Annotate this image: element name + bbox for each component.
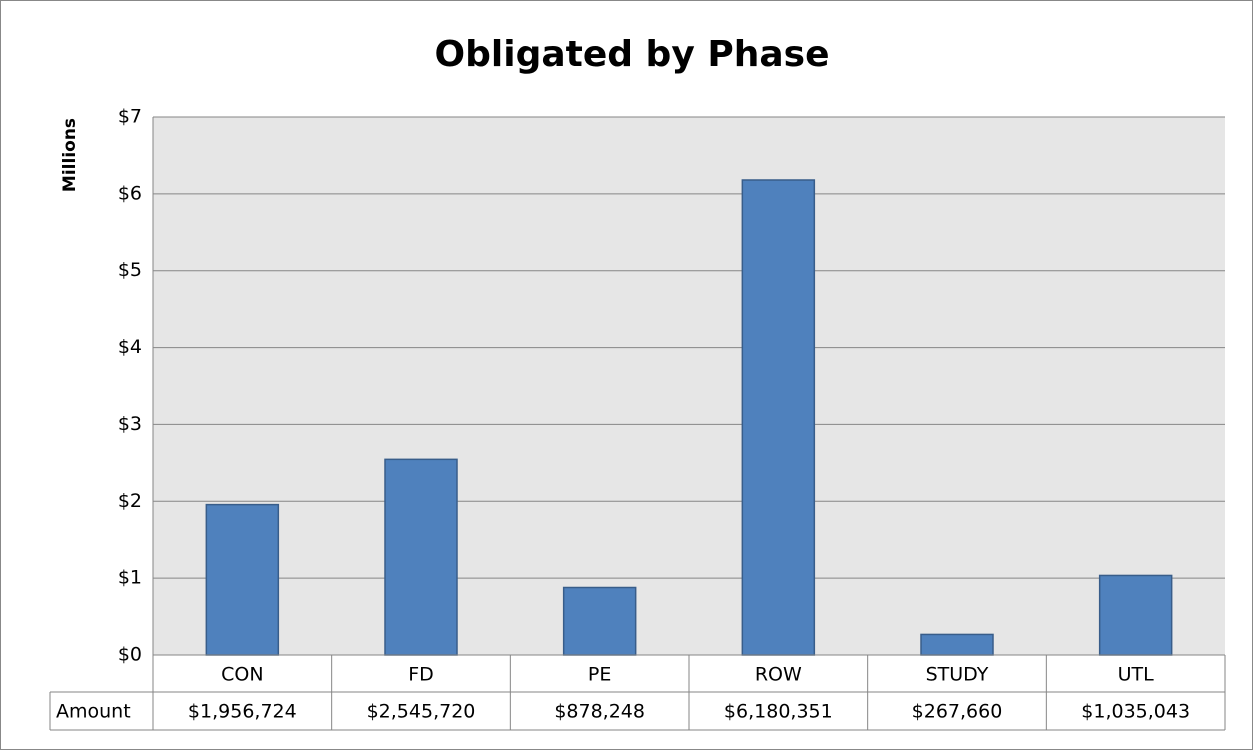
table-row-label: Amount bbox=[56, 701, 131, 723]
data-label: $1,956,724 bbox=[188, 701, 297, 723]
x-tick-label: ROW bbox=[755, 664, 802, 686]
y-tick-label: $3 bbox=[118, 413, 142, 435]
y-tick-label: $7 bbox=[118, 106, 142, 128]
y-tick-label: $6 bbox=[118, 182, 142, 204]
bar bbox=[741, 179, 816, 656]
data-label: $267,660 bbox=[912, 701, 1003, 723]
data-label: $6,180,351 bbox=[724, 701, 833, 723]
chart-title: Obligated by Phase bbox=[435, 34, 830, 75]
x-tick-label: UTL bbox=[1118, 664, 1155, 686]
x-tick-label: CON bbox=[221, 664, 263, 686]
y-tick-label: $4 bbox=[118, 336, 142, 358]
y-axis-label: Millions bbox=[60, 118, 80, 192]
data-label: $1,035,043 bbox=[1081, 701, 1190, 723]
y-tick-label: $1 bbox=[118, 567, 142, 589]
plot-area bbox=[153, 117, 1225, 655]
bar bbox=[562, 586, 637, 656]
x-tick-label: PE bbox=[588, 664, 611, 686]
y-tick-label: $2 bbox=[118, 490, 142, 512]
x-tick-label: FD bbox=[408, 664, 434, 686]
bar bbox=[920, 633, 994, 656]
data-label: $878,248 bbox=[554, 701, 645, 723]
data-label: $2,545,720 bbox=[367, 701, 476, 723]
bar bbox=[1098, 574, 1173, 656]
y-tick-label: $0 bbox=[118, 644, 142, 666]
bar bbox=[384, 458, 458, 656]
bar bbox=[205, 503, 280, 656]
x-tick-label: STUDY bbox=[926, 664, 989, 686]
y-tick-label: $5 bbox=[118, 259, 142, 281]
